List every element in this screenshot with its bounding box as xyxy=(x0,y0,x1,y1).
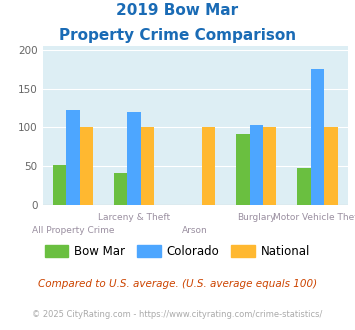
Bar xyxy=(297,168,311,205)
Bar xyxy=(53,165,66,205)
Text: All Property Crime: All Property Crime xyxy=(32,226,114,235)
Text: Larceny & Theft: Larceny & Theft xyxy=(98,213,170,222)
Text: 2019 Bow Mar: 2019 Bow Mar xyxy=(116,3,239,18)
Bar xyxy=(263,127,277,205)
Text: Property Crime Comparison: Property Crime Comparison xyxy=(59,28,296,43)
Bar xyxy=(127,112,141,205)
Text: Compared to U.S. average. (U.S. average equals 100): Compared to U.S. average. (U.S. average … xyxy=(38,279,317,289)
Bar xyxy=(80,127,93,205)
Text: Motor Vehicle Theft: Motor Vehicle Theft xyxy=(273,213,355,222)
Legend: Bow Mar, Colorado, National: Bow Mar, Colorado, National xyxy=(40,240,315,263)
Text: © 2025 CityRating.com - https://www.cityrating.com/crime-statistics/: © 2025 CityRating.com - https://www.city… xyxy=(32,310,323,319)
Bar xyxy=(141,127,154,205)
Bar xyxy=(324,127,338,205)
Bar xyxy=(236,134,250,205)
Text: Arson: Arson xyxy=(182,226,208,235)
Bar xyxy=(114,173,127,205)
Text: Burglary: Burglary xyxy=(237,213,275,222)
Bar xyxy=(250,125,263,205)
Bar xyxy=(311,69,324,205)
Bar xyxy=(202,127,215,205)
Bar xyxy=(66,110,80,205)
